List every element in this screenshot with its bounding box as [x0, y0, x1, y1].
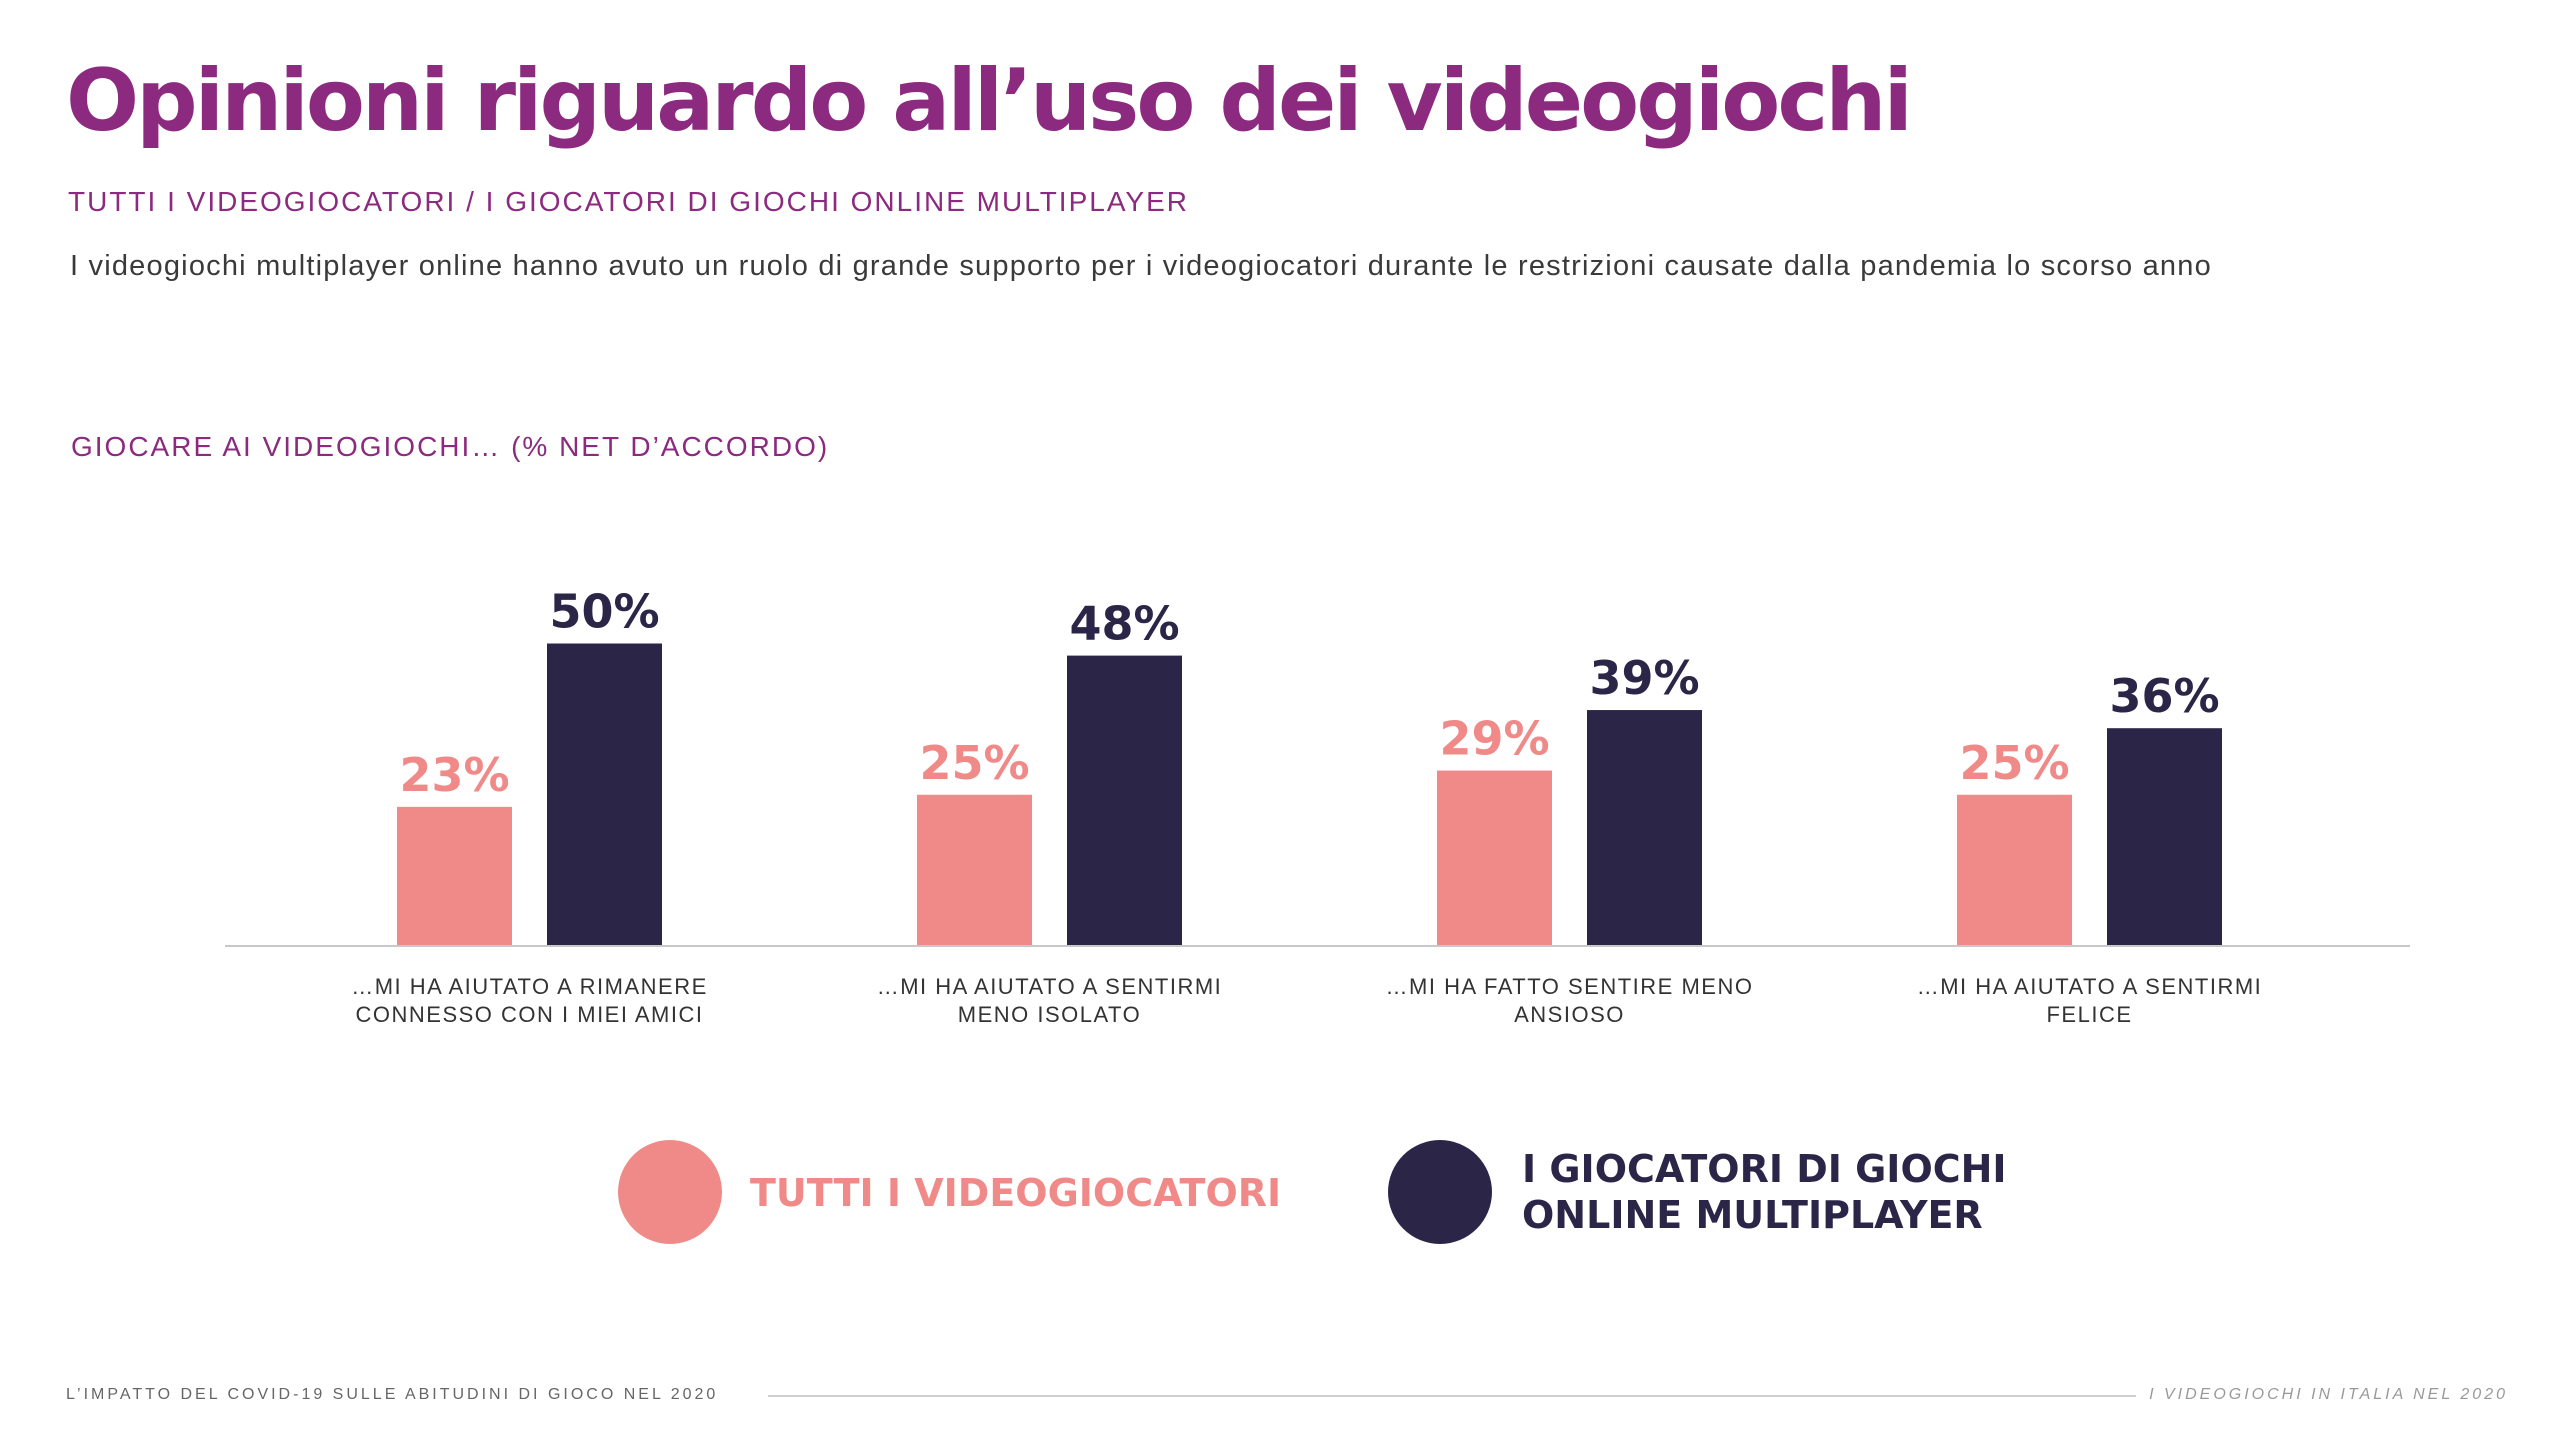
footer-divider [768, 1395, 2136, 1397]
category-label-2: …MI HA AIUTATO A SENTIRMI MENO ISOLATO [877, 974, 1223, 1027]
legend-swatch-online-multiplayer [1388, 1140, 1492, 1244]
value-label-all-gamers-2: 25% [919, 736, 1029, 790]
legend: TUTTI I VIDEOGIOCATORI I GIOCATORI DI GIO… [618, 1140, 2007, 1244]
legend-label-online-multiplayer: I GIOCATORI DI GIOCHI ONLINE MULTIPLAYER [1522, 1147, 2007, 1237]
bar-online-multiplayer-2 [1067, 655, 1182, 946]
value-label-all-gamers-1: 23% [399, 748, 509, 802]
bar-all-gamers-1 [397, 806, 512, 946]
category-label-1: …MI HA AIUTATO A RIMANERE CONNESSO CON I … [351, 974, 708, 1027]
page-description: I videogiochi multiplayer online hanno a… [70, 250, 2212, 282]
bar-all-gamers-4 [1957, 794, 2072, 946]
bars-layer [397, 643, 2222, 946]
category-labels: …MI HA AIUTATO A RIMANERE CONNESSO CON I … [351, 974, 2263, 1027]
category-label-4: …MI HA AIUTATO A SENTIRMI FELICE [1917, 974, 2263, 1027]
category-label-3: …MI HA FATTO SENTIRE MENO ANSIOSO [1386, 974, 1754, 1027]
labels-layer: 23% 50% 25% 48% 29% 39% 25% 36% [399, 585, 2219, 802]
bar-online-multiplayer-4 [2107, 728, 2222, 946]
bar-all-gamers-2 [917, 794, 1032, 946]
bar-chart: 23% 50% 25% 48% 29% 39% 25% 36% …MI HA AIUTATO … [225, 585, 2410, 1244]
bar-all-gamers-3 [1437, 770, 1552, 946]
page-title: Opinioni riguardo all’uso dei videogioch… [66, 51, 1913, 151]
legend-swatch-all-gamers [618, 1140, 722, 1244]
value-label-all-gamers-4: 25% [1959, 736, 2069, 790]
value-label-online-multiplayer-1: 50% [549, 585, 659, 639]
footer-right-text: I VIDEOGIOCHI IN ITALIA NEL 2020 [2149, 1386, 2508, 1403]
bar-online-multiplayer-3 [1587, 710, 1702, 946]
bar-online-multiplayer-1 [547, 643, 662, 946]
value-label-online-multiplayer-3: 39% [1589, 651, 1699, 705]
value-label-all-gamers-3: 29% [1439, 712, 1549, 766]
legend-label-all-gamers: TUTTI I VIDEOGIOCATORI [750, 1171, 1281, 1215]
value-label-online-multiplayer-4: 36% [2109, 669, 2219, 723]
page-subtitle: TUTTI I VIDEOGIOCATORI / I GIOCATORI DI … [68, 186, 1190, 217]
value-label-online-multiplayer-2: 48% [1069, 597, 1179, 651]
chart-title: GIOCARE AI VIDEOGIOCHI… (% NET D’ACCORDO… [71, 431, 830, 462]
footer-left-text: L’IMPATTO DEL COVID-19 SULLE ABITUDINI D… [66, 1386, 719, 1403]
